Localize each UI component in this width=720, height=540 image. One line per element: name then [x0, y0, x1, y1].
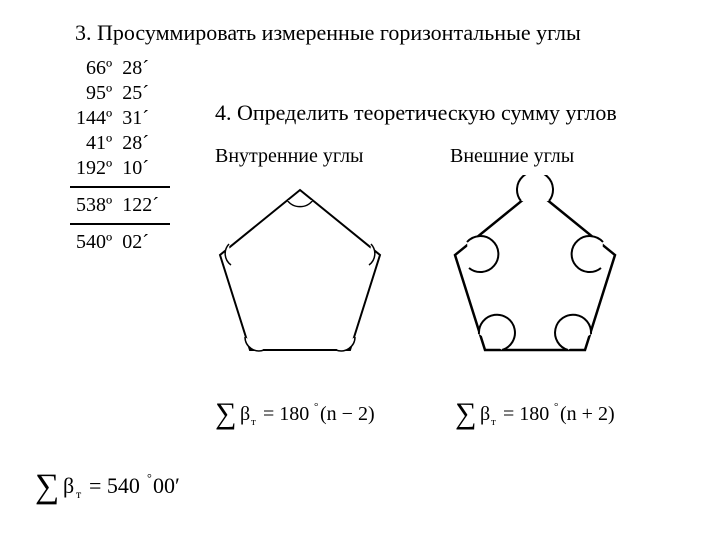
svg-text:°: °	[147, 471, 152, 485]
deg-cell: 144º	[72, 107, 116, 130]
formula-result-svg: ∑ β т = 540 ° 00′	[35, 465, 255, 510]
step4-title: 4. Определить теоретическую сумму углов	[215, 100, 617, 126]
divider	[70, 186, 170, 188]
svg-text:= 180: = 180	[503, 403, 549, 425]
angle-arc-icon	[517, 175, 553, 201]
min-cell: 28´	[118, 132, 153, 155]
table-row: 95º 25´	[72, 82, 153, 105]
sum1-deg: 538º	[72, 194, 116, 217]
svg-text:т: т	[491, 416, 496, 428]
svg-text:00′: 00′	[153, 473, 180, 498]
inner-pentagon-svg	[200, 180, 400, 370]
deg-cell: 66º	[72, 57, 116, 80]
formula-inner-svg: ∑ β т = 180 ° (n − 2)	[215, 395, 415, 435]
divider	[70, 223, 170, 225]
inner-pentagon-diagram	[200, 180, 400, 375]
min-cell: 10´	[118, 157, 153, 180]
outer-angles-label: Внешние углы	[450, 145, 574, 168]
svg-text:∑: ∑	[215, 397, 236, 430]
min-cell: 28´	[118, 57, 153, 80]
formula-inner: ∑ β т = 180 ° (n − 2)	[215, 395, 415, 440]
angle-table: 66º 28´ 95º 25´ 144º 31´ 41º 28´ 192º 10…	[70, 55, 155, 182]
sum2-deg: 540º	[72, 231, 116, 254]
sum-row-2: 540º 02´	[70, 229, 155, 256]
sum-row-1: 538º 122´	[70, 192, 165, 219]
table-row: 66º 28´	[72, 57, 153, 80]
sum2-min: 02´	[118, 231, 153, 254]
outer-pentagon-svg	[430, 175, 640, 375]
table-row: 144º 31´	[72, 107, 153, 130]
svg-text:т: т	[76, 487, 82, 501]
deg-cell: 192º	[72, 157, 116, 180]
table-row: 41º 28´	[72, 132, 153, 155]
inner-angles-label: Внутренние углы	[215, 145, 364, 168]
svg-text:β: β	[240, 403, 250, 425]
svg-text:°: °	[554, 401, 558, 413]
pentagon-shape	[220, 190, 380, 350]
angle-arc-icon	[572, 236, 603, 272]
sum1-min: 122´	[118, 194, 163, 217]
svg-text:= 540: = 540	[89, 473, 140, 498]
angle-arc-icon	[336, 337, 355, 351]
angle-arc-icon	[245, 337, 264, 351]
step3-title: 3. Просуммировать измеренные горизонталь…	[75, 20, 581, 46]
angle-arc-icon	[287, 200, 313, 207]
svg-text:∑: ∑	[35, 468, 59, 505]
svg-text:β: β	[480, 403, 490, 425]
angle-sum-block: 66º 28´ 95º 25´ 144º 31´ 41º 28´ 192º 10…	[70, 55, 170, 256]
table-row: 192º 10´	[72, 157, 153, 180]
deg-cell: 95º	[72, 82, 116, 105]
svg-text:(n + 2): (n + 2)	[560, 403, 615, 425]
svg-text:т: т	[251, 416, 256, 428]
angle-arc-icon	[467, 236, 498, 272]
svg-text:β: β	[63, 473, 74, 498]
formula-outer: ∑ β т = 180 ° (n + 2)	[455, 395, 655, 440]
deg-cell: 41º	[72, 132, 116, 155]
min-cell: 25´	[118, 82, 153, 105]
svg-text:(n − 2): (n − 2)	[320, 403, 375, 425]
min-cell: 31´	[118, 107, 153, 130]
outer-pentagon-diagram	[430, 175, 640, 380]
svg-text:= 180: = 180	[263, 403, 309, 425]
formula-result: ∑ β т = 540 ° 00′	[35, 465, 255, 515]
svg-text:∑: ∑	[455, 397, 476, 430]
svg-text:°: °	[314, 401, 318, 413]
formula-outer-svg: ∑ β т = 180 ° (n + 2)	[455, 395, 655, 435]
